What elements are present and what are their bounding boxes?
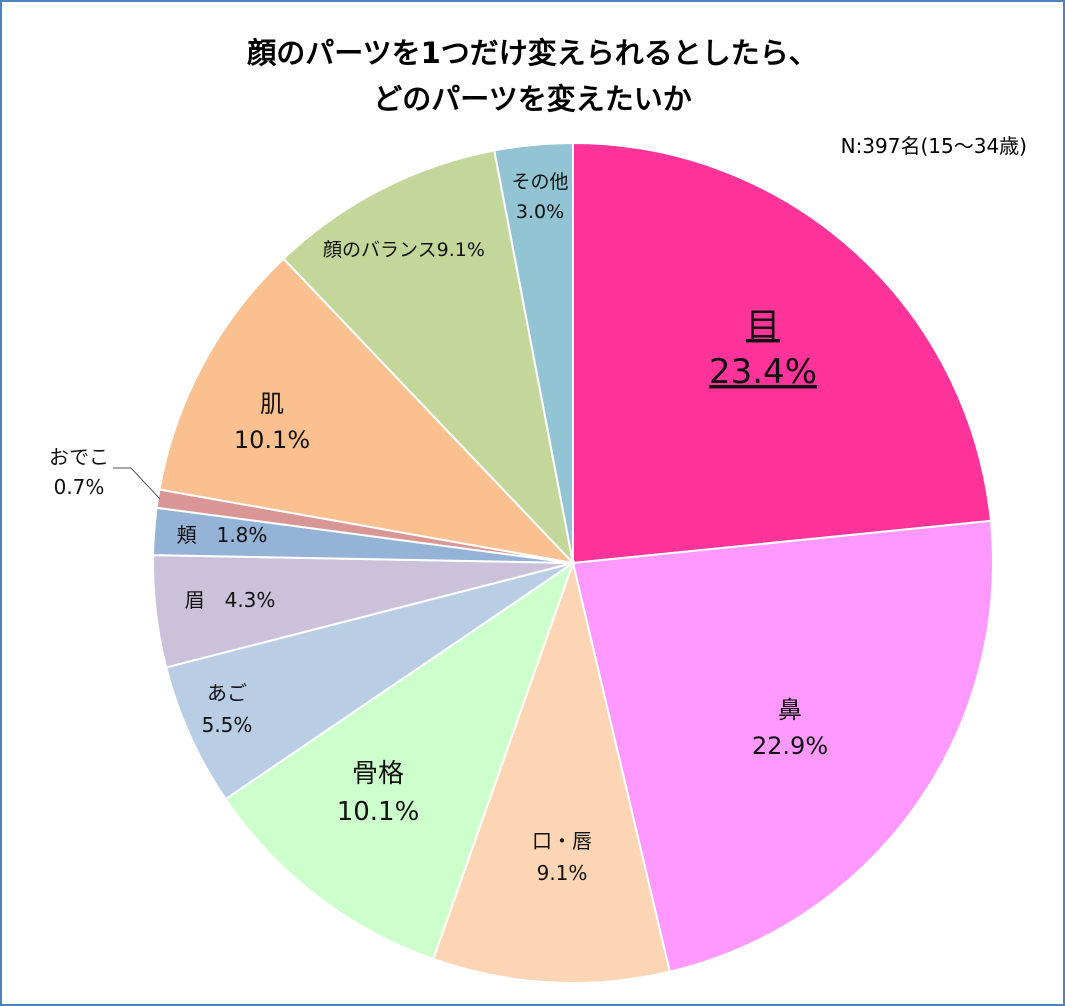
pie-slice (571, 519, 994, 973)
slice-label: 頬 1.8% (177, 523, 268, 547)
sample-size-note: N:397名(15〜34歳) (840, 134, 1027, 158)
slice-label: 口・唇 (532, 829, 592, 853)
slice-label: 顔のバランス9.1% (323, 239, 485, 261)
leader-line (113, 467, 161, 500)
pie-slice (493, 141, 574, 564)
slice-label: 肌 (260, 390, 284, 418)
slice-value-label: 22.9% (752, 732, 828, 760)
slice-label: その他 (511, 171, 568, 193)
pie-slice (431, 559, 671, 984)
pie-slice (158, 257, 576, 565)
slice-value-label: 5.5% (202, 713, 253, 737)
slice-label: あご (207, 681, 247, 705)
slice-label: 鼻 (778, 696, 802, 724)
slice-label: 骨格 (352, 759, 404, 789)
slice-label: 眉 4.3% (185, 588, 276, 612)
slice-value-label: 3.0% (516, 201, 564, 223)
pie-slice (224, 560, 575, 961)
slice-value-label: 0.7% (54, 475, 105, 499)
slice-value-label: 9.1% (537, 861, 588, 885)
chart-title-line-1: 顔のパーツを1つだけ変えられるとしたら、 (247, 36, 818, 70)
slice-label: 目 (746, 306, 780, 346)
slice-value-label: 10.1% (234, 426, 310, 454)
pie-slice (164, 562, 574, 801)
pie-slice (572, 141, 992, 565)
slice-label: おでこ (49, 445, 109, 469)
pie-slice (282, 149, 575, 567)
chart-title: 顔のパーツを1つだけ変えられるとしたら、 どのパーツを変えたいか (0, 30, 1065, 122)
slice-value-label: 10.1% (337, 797, 420, 827)
slice-value-label: 23.4% (709, 352, 817, 392)
chart-title-line-2: どのパーツを変えたいか (373, 82, 692, 116)
